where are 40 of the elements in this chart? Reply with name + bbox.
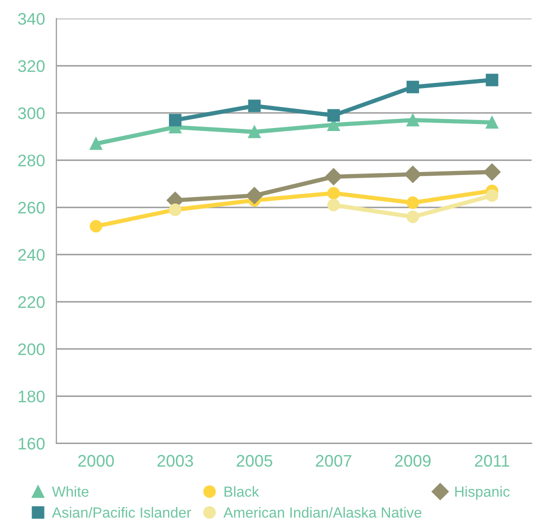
point [327, 198, 340, 212]
point [486, 189, 498, 202]
point [168, 114, 182, 126]
point [90, 137, 102, 150]
point [248, 126, 261, 138]
y-tick-label: 280 [18, 154, 45, 166]
x-tick-label: 2003 [158, 454, 194, 467]
point [406, 210, 420, 224]
point [327, 109, 340, 122]
point [248, 100, 261, 112]
point [406, 114, 420, 126]
y-tick-label: 340 [18, 12, 45, 25]
y-tick-label: 220 [18, 296, 45, 308]
y-tick-label: 300 [18, 107, 45, 120]
point [486, 74, 498, 86]
legend-label: Asian/Pacific Islander [52, 507, 192, 518]
x-tick-label: 2000 [78, 454, 114, 467]
point [406, 196, 420, 209]
legend-label: Hispanic [455, 486, 510, 500]
x-tick-label: 2009 [395, 454, 431, 467]
legend-label: White [52, 486, 89, 497]
point [90, 220, 102, 233]
point [406, 80, 420, 94]
point [486, 116, 498, 129]
x-tick-label: 2011 [474, 454, 510, 467]
y-tick-label: 180 [18, 390, 45, 402]
point [327, 186, 340, 200]
point [404, 166, 422, 183]
point [325, 168, 342, 186]
x-tick-label: 2007 [316, 454, 352, 467]
y-tick-label: 240 [18, 248, 45, 261]
y-tick-label: 160 [18, 438, 45, 450]
legend-label: American Indian/Alaska Native [223, 507, 422, 518]
y-tick-label: 200 [18, 343, 45, 356]
y-tick-label: 320 [18, 60, 45, 72]
point [246, 187, 263, 204]
x-tick-label: 2005 [236, 454, 272, 467]
legend-label: Black [224, 486, 260, 497]
y-tick-label: 260 [18, 202, 45, 214]
point [483, 163, 501, 181]
